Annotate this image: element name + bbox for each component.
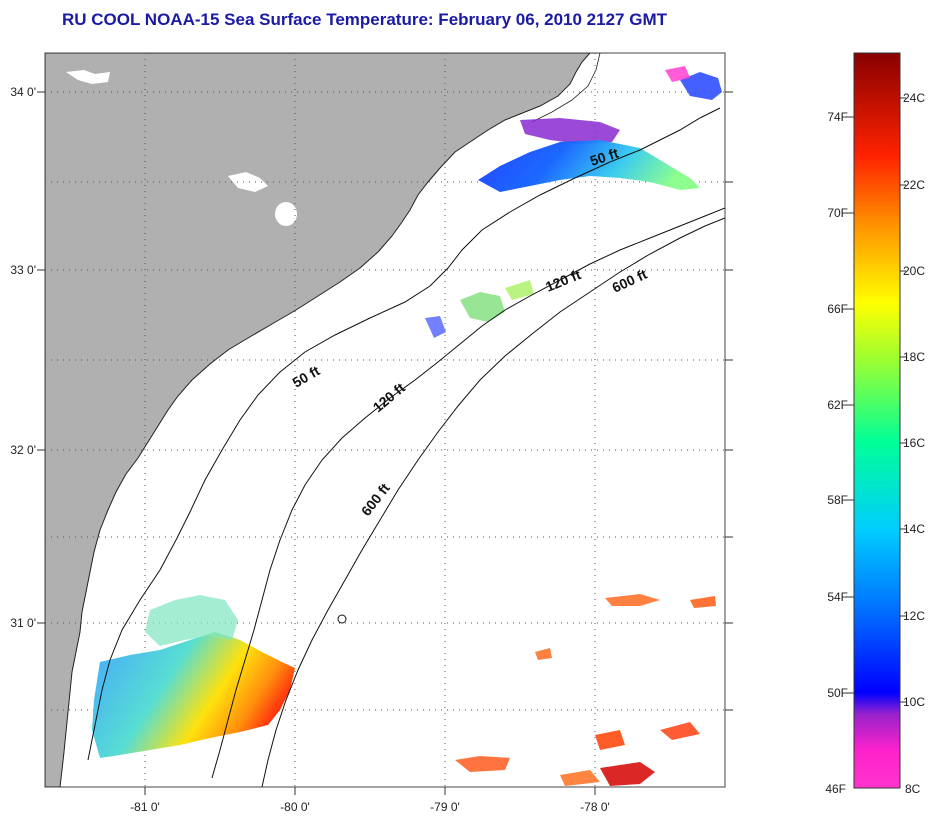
sst-patch-north [478,140,700,192]
sst-patch-warm-1 [595,730,625,750]
isobath-120ft [211,207,725,779]
sst-patch-warm-6 [535,648,552,660]
colorbar-f-label: 54F [827,590,848,604]
colorbar-c-label: 16C [903,436,925,450]
lat-tick-label: 32 0' [10,443,36,457]
lon-tick-label: -79 0' [430,800,460,814]
map-panel: 50 ft 50 ft 120 ft 120 ft 600 ft 600 ft … [10,52,733,814]
sst-patch-warm-8 [660,722,700,740]
inland-lake [275,202,297,226]
colorbar-scale [853,52,901,789]
seamount-contour [337,614,347,624]
isobath-50ft [87,107,721,761]
colorbar-f-label: 74F [827,110,848,124]
isobath-600ft [261,217,725,787]
colorbar-f-label: 66F [827,302,848,316]
inland-lake [66,70,110,84]
colorbar-c-label: 12C [903,609,925,623]
colorbar-c-label: 10C [903,695,925,709]
sst-patch-warm-4 [455,756,510,772]
lon-tick-label: -81 0' [130,800,160,814]
grid-lines [45,53,725,787]
colorbar-f-label: 46F [825,782,846,796]
lat-tick-label: 34 0' [10,85,36,99]
lat-tick-label: 31 0' [10,616,36,630]
inland-lake [228,172,268,192]
colorbar-f-label: 62F [827,398,848,412]
colorbar-c-label: 22C [903,178,925,192]
land-mass [45,53,591,787]
sst-patch-mid-3 [505,280,534,300]
sst-patch-north-purple [520,118,620,144]
sst-patch-warm-3 [560,770,600,786]
colorbar-c-label: 8C [905,782,921,796]
sst-patch-ne-pink [665,66,690,82]
colorbar-f-label: 58F [827,493,848,507]
sst-patch-warm-2 [600,762,655,786]
lon-tick-label: -78 0' [580,800,610,814]
colorbar: 74F 70F 66F 62F 58F 54F 50F 46F 24C 22C … [825,52,925,796]
colorbar-c-label: 18C [903,350,925,364]
frame-ticks [37,91,733,795]
colorbar-f-label: 70F [827,206,848,220]
lat-tick-label: 33 0' [10,263,36,277]
colorbar-c-label: 20C [903,264,925,278]
colorbar-c-label: 14C [903,522,925,536]
sst-patch-south-upper [145,595,238,646]
lon-tick-label: -80 0' [280,800,310,814]
sst-patch-warm-7 [690,596,716,608]
sst-patch-warm-5 [605,594,660,606]
sst-patch-mid [460,292,505,322]
colorbar-c-label: 24C [903,91,925,105]
colorbar-f-label: 50F [827,686,848,700]
sst-patch-ne [680,72,722,100]
map-title: RU COOL NOAA-15 Sea Surface Temperature:… [62,10,667,29]
sst-patch-mid-2 [425,316,446,338]
